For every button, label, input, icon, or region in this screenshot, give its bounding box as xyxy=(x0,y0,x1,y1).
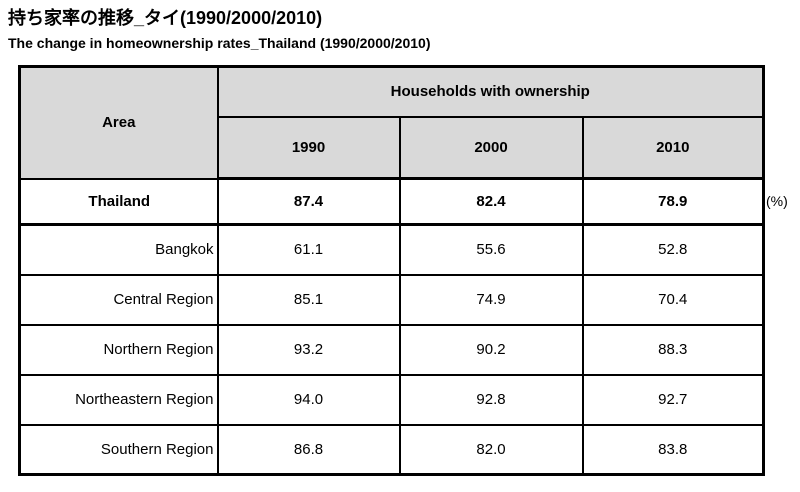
value-cell: 78.9 xyxy=(581,177,765,226)
page-title: 持ち家率の推移_タイ(1990/2000/2010) xyxy=(8,8,323,28)
table-row-northeastern-region: Northeastern Region 94.0 92.8 92.7 xyxy=(18,373,765,426)
value-cell: 70.4 xyxy=(581,273,765,326)
value-cell: 61.1 xyxy=(216,223,401,276)
table-row-central-region: Central Region 85.1 74.9 70.4 xyxy=(18,273,765,326)
area-cell: Bangkok xyxy=(18,223,219,276)
value-cell: 86.8 xyxy=(216,423,401,476)
value-cell: 92.8 xyxy=(398,373,584,426)
area-cell: Thailand xyxy=(18,177,219,226)
value-cell: 82.4 xyxy=(398,177,584,226)
column-header-1990: 1990 xyxy=(216,115,401,180)
value-cell: 92.7 xyxy=(581,373,765,426)
area-cell: Central Region xyxy=(18,273,219,326)
area-cell: Northeastern Region xyxy=(18,373,219,426)
column-header-2000: 2000 xyxy=(398,115,584,180)
value-cell: 74.9 xyxy=(398,273,584,326)
homeownership-table: Area Households with ownership 1990 2000… xyxy=(18,65,765,476)
table-row-bangkok: Bangkok 61.1 55.6 52.8 xyxy=(18,223,765,276)
value-cell: 82.0 xyxy=(398,423,584,476)
value-cell: 52.8 xyxy=(581,223,765,276)
value-cell: 55.6 xyxy=(398,223,584,276)
area-cell: Northern Region xyxy=(18,323,219,376)
table-row-northern-region: Northern Region 93.2 90.2 88.3 xyxy=(18,323,765,376)
unit-label: (%) xyxy=(766,193,788,209)
value-cell: 85.1 xyxy=(216,273,401,326)
table-row-thailand: Thailand 87.4 82.4 78.9 xyxy=(18,177,765,226)
value-cell: 94.0 xyxy=(216,373,401,426)
value-cell: 87.4 xyxy=(216,177,401,226)
table-row-southern-region: Southern Region 86.8 82.0 83.8 xyxy=(18,423,765,476)
value-cell: 90.2 xyxy=(398,323,584,376)
value-cell: 83.8 xyxy=(581,423,765,476)
value-cell: 88.3 xyxy=(581,323,765,376)
column-header-area: Area xyxy=(18,65,219,180)
area-cell: Southern Region xyxy=(18,423,219,476)
page-subtitle: The change in homeownership rates_Thaila… xyxy=(8,35,431,51)
column-header-2010: 2010 xyxy=(581,115,765,180)
value-cell: 93.2 xyxy=(216,323,401,376)
column-group-header: Households with ownership xyxy=(216,65,765,118)
